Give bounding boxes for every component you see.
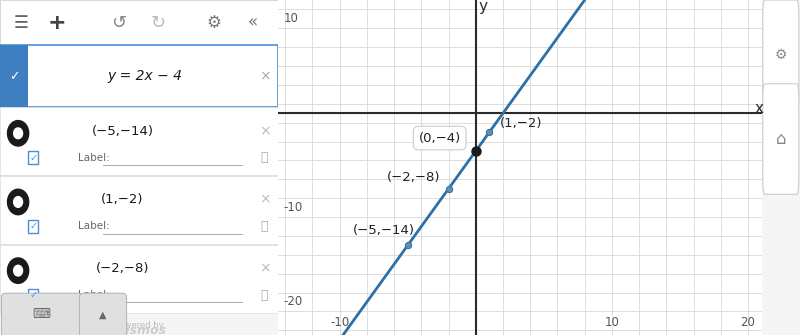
Text: ✓: ✓ bbox=[29, 221, 37, 231]
FancyBboxPatch shape bbox=[79, 293, 126, 335]
Circle shape bbox=[7, 189, 29, 215]
FancyBboxPatch shape bbox=[2, 293, 82, 335]
Text: ⌂: ⌂ bbox=[775, 130, 786, 148]
Text: ▲: ▲ bbox=[99, 310, 106, 320]
Text: (−5,−14): (−5,−14) bbox=[354, 224, 415, 237]
Text: Label:: Label: bbox=[78, 221, 110, 231]
Text: ⛯: ⛯ bbox=[261, 220, 268, 233]
Text: -20: -20 bbox=[284, 295, 303, 309]
Text: ✓: ✓ bbox=[29, 290, 37, 300]
Bar bbox=[0, 245, 278, 313]
Bar bbox=[28, 220, 38, 233]
Text: ⛯: ⛯ bbox=[261, 151, 268, 164]
Text: ×: × bbox=[258, 262, 270, 276]
Text: ↻: ↻ bbox=[150, 14, 166, 31]
Text: desmos: desmos bbox=[112, 324, 166, 335]
Text: ×: × bbox=[258, 69, 270, 83]
Circle shape bbox=[14, 265, 22, 276]
Text: ×: × bbox=[258, 124, 270, 138]
Text: (−2,−8): (−2,−8) bbox=[96, 262, 150, 275]
Text: 10: 10 bbox=[284, 12, 298, 25]
Bar bbox=[0, 244, 278, 245]
Text: ⚙: ⚙ bbox=[774, 48, 787, 62]
Text: ⚙: ⚙ bbox=[206, 14, 221, 31]
Text: «: « bbox=[248, 14, 258, 31]
Bar bbox=[0, 45, 278, 46]
Text: (−5,−14): (−5,−14) bbox=[91, 125, 154, 138]
FancyBboxPatch shape bbox=[762, 84, 799, 194]
Bar bbox=[28, 151, 38, 164]
Text: y = 2x − 4: y = 2x − 4 bbox=[107, 69, 182, 83]
Bar bbox=[0, 45, 278, 107]
Bar bbox=[0, 0, 278, 45]
Text: y: y bbox=[478, 0, 487, 14]
Bar bbox=[28, 289, 38, 302]
Text: (1,−2): (1,−2) bbox=[500, 117, 542, 130]
Text: 20: 20 bbox=[741, 316, 755, 329]
Bar bbox=[0, 107, 278, 176]
Text: +: + bbox=[47, 13, 66, 32]
Text: -10: -10 bbox=[330, 316, 350, 329]
Bar bbox=[0, 176, 278, 245]
Text: ⌨: ⌨ bbox=[33, 309, 50, 321]
Text: ↺: ↺ bbox=[111, 14, 126, 31]
FancyBboxPatch shape bbox=[762, 0, 799, 111]
Circle shape bbox=[14, 197, 22, 207]
Text: x: x bbox=[754, 101, 764, 116]
Text: (1,−2): (1,−2) bbox=[102, 193, 144, 206]
Text: (0,−4): (0,−4) bbox=[418, 132, 461, 144]
Text: ☰: ☰ bbox=[14, 14, 29, 31]
Circle shape bbox=[14, 128, 22, 139]
Text: ×: × bbox=[258, 193, 270, 207]
Bar bbox=[0, 175, 278, 176]
Text: ✓: ✓ bbox=[29, 153, 37, 163]
Text: (−2,−8): (−2,−8) bbox=[387, 171, 441, 184]
Circle shape bbox=[7, 121, 29, 146]
Text: 10: 10 bbox=[605, 316, 619, 329]
Circle shape bbox=[7, 258, 29, 283]
Text: ✓: ✓ bbox=[9, 70, 19, 83]
Text: Label:: Label: bbox=[78, 153, 110, 163]
Text: powered by: powered by bbox=[114, 321, 164, 330]
Text: Label:: Label: bbox=[78, 290, 110, 300]
Text: -10: -10 bbox=[284, 201, 303, 214]
Text: ⛯: ⛯ bbox=[261, 288, 268, 302]
Bar bbox=[0, 45, 28, 107]
